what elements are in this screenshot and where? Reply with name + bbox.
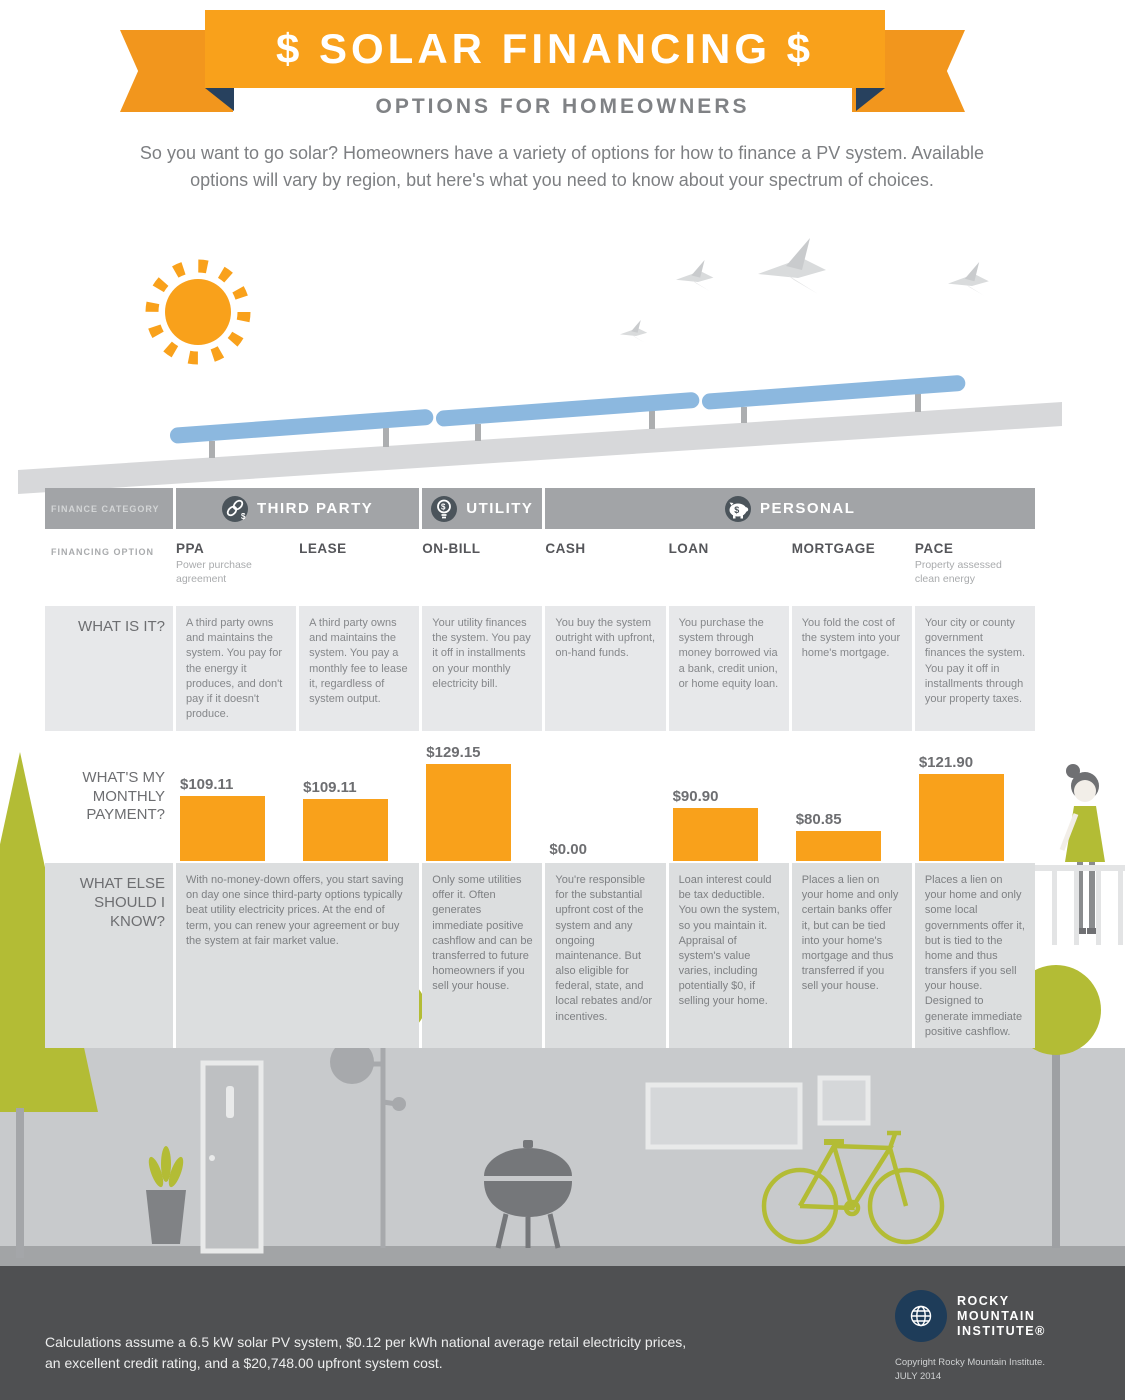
column-header-cash: CASH — [545, 541, 586, 556]
what-else-third-party: With no-money-down offers, you start sav… — [176, 863, 420, 1048]
column-header-mortgage: MORTGAGE — [791, 541, 876, 556]
column-header-ppa: PPA Power purchase agreement — [176, 541, 252, 585]
payment-bar — [918, 774, 1004, 861]
grill-icon — [484, 1140, 572, 1249]
payment-cell-lease: $109.11 — [299, 733, 419, 861]
panel-posts — [209, 394, 921, 458]
monthly-payment-row-label: WHAT'S MY MONTHLY PAYMENT? — [82, 768, 165, 824]
birds-illustration — [620, 238, 989, 343]
wall — [0, 1048, 1125, 1246]
girl-illustration — [1028, 764, 1125, 945]
financing-option-row-label: FINANCING OPTION — [51, 547, 154, 557]
piggy-bank-icon: $ — [725, 495, 752, 522]
payment-bar — [795, 831, 881, 861]
solar-panel — [435, 392, 700, 427]
bicycle-icon — [761, 1130, 945, 1245]
finance-comparison-table: FINANCE CATEGORY $ THIRD PARTY $ — [45, 488, 1035, 1048]
roof-illustration — [18, 375, 1062, 494]
sun-icon — [145, 259, 251, 365]
what-is-it-ppa: A third party owns and maintains the sys… — [176, 606, 297, 731]
column-header-onbill: ON-BILL — [422, 541, 481, 556]
bird-icon — [948, 262, 989, 296]
what-else-onbill: Only some utilities offer it. Often gene… — [422, 863, 543, 1048]
what-is-it-onbill: Your utility finances the system. You pa… — [422, 606, 543, 731]
what-is-it-lease: A third party owns and maintains the sys… — [299, 606, 420, 731]
window-large — [645, 1082, 803, 1150]
payment-bar — [180, 796, 265, 861]
payment-value: $80.85 — [795, 811, 842, 828]
payment-cell-ppa: $109.11 — [176, 733, 296, 861]
payment-cell-mortgage: $80.85 — [792, 733, 912, 861]
payment-value: $109.11 — [303, 779, 357, 796]
globe-icon — [895, 1290, 947, 1342]
what-else-pace: Places a lien on your home and only some… — [914, 863, 1035, 1048]
payment-value: $109.11 — [180, 776, 234, 793]
dollar-link-icon: $ — [222, 495, 249, 522]
copyright-text: Copyright Rocky Mountain Institute. JULY… — [895, 1357, 1045, 1382]
what-is-it-loan: You purchase the system through money bo… — [668, 606, 789, 731]
svg-text:$: $ — [734, 505, 741, 515]
title-ribbon: $ SOLAR FINANCING $ — [0, 0, 1125, 125]
payment-bar — [303, 799, 389, 861]
potted-plant-icon — [146, 1146, 186, 1244]
payment-cell-loan: $90.90 — [669, 733, 789, 861]
column-header-lease: LEASE — [299, 541, 347, 556]
what-else-loan: Loan interest could be tax deductible. Y… — [668, 863, 789, 1048]
payment-value: $121.90 — [918, 754, 974, 771]
roof-slab — [18, 402, 1062, 494]
what-else-mortgage: Places a lien on your home and only cert… — [791, 863, 912, 1048]
what-else-cash: You're responsible for the substantial u… — [545, 863, 666, 1048]
column-header-loan: LOAN — [668, 541, 709, 556]
rmi-logo-text: ROCKY MOUNTAIN INSTITUTE® — [957, 1293, 1046, 1338]
payment-bar — [426, 764, 512, 861]
payment-bar — [672, 808, 758, 861]
category-label: UTILITY — [466, 500, 534, 517]
payment-value: $0.00 — [549, 841, 587, 858]
payment-cell-onbill: $129.15 — [422, 733, 542, 861]
bird-icon — [676, 260, 714, 291]
payment-cell-cash: $0.00 — [545, 733, 665, 861]
svg-text:$: $ — [241, 512, 247, 521]
page-title: $ SOLAR FINANCING $ — [275, 25, 815, 72]
payment-cell-pace: $121.90 — [915, 733, 1035, 861]
category-label: THIRD PARTY — [257, 500, 374, 517]
what-is-it-mortgage: You fold the cost of the system into you… — [791, 606, 912, 731]
payment-value: $90.90 — [672, 788, 719, 805]
svg-text:$: $ — [441, 502, 447, 511]
house-scene — [0, 965, 1125, 1266]
what-is-it-row-label: WHAT IS IT? — [45, 606, 173, 731]
category-personal: $ PERSONAL — [545, 488, 1035, 529]
dollar-bulb-icon: $ — [431, 495, 458, 522]
column-header-pace: PACE Property assessed clean energy — [914, 541, 1002, 585]
bird-icon — [758, 238, 826, 294]
category-utility: $ UTILITY — [422, 488, 543, 529]
door — [200, 1060, 264, 1254]
balcony-railing — [1028, 865, 1125, 945]
ground — [0, 1246, 1125, 1266]
window-small — [817, 1075, 871, 1126]
finance-category-row-label: FINANCE CATEGORY — [45, 488, 173, 529]
ribbon-band: $ SOLAR FINANCING $ — [205, 10, 885, 88]
rmi-logo: ROCKY MOUNTAIN INSTITUTE® — [895, 1290, 1046, 1342]
what-is-it-cash: You buy the system outright with upfront… — [545, 606, 666, 731]
page-subtitle: OPTIONS FOR HOMEOWNERS — [375, 95, 750, 118]
solar-panel — [169, 409, 434, 444]
category-third-party: $ THIRD PARTY — [176, 488, 420, 529]
what-else-row-label: WHAT ELSE SHOULD I KNOW? — [45, 863, 173, 1048]
what-is-it-pace: Your city or county government finances … — [914, 606, 1035, 731]
intro-text: So you want to go solar? Homeowners have… — [139, 143, 985, 190]
payment-value: $129.15 — [426, 744, 481, 761]
category-label: PERSONAL — [760, 500, 856, 517]
footer-assumptions-note: Calculations assume a 6.5 kW solar PV sy… — [45, 1334, 687, 1371]
bird-icon — [620, 320, 648, 343]
solar-panel — [701, 375, 966, 410]
footer: Calculations assume a 6.5 kW solar PV sy… — [0, 1266, 1125, 1400]
